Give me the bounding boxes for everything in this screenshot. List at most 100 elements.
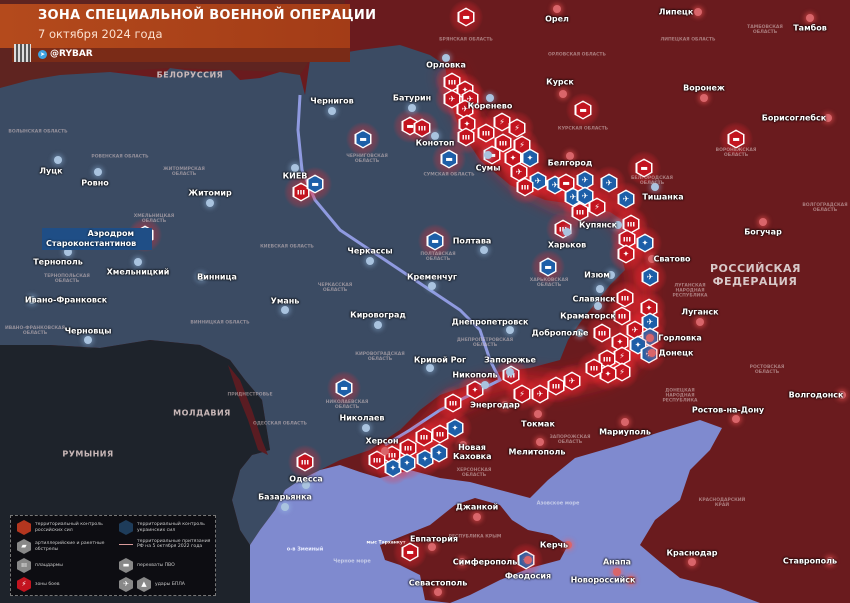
russian-event-marker[interactable]: ııı [443, 72, 461, 92]
russian-event-marker[interactable]: ✦ [599, 364, 617, 384]
russian-event-marker[interactable]: ✦ [458, 114, 476, 134]
artillery-icon: ▬ [442, 151, 456, 167]
ukrainian-event-marker[interactable]: ✦ [521, 148, 539, 168]
region-label: ВОЛГОГРАДСКАЯ ОБЛАСТЬ [802, 203, 848, 213]
bridgehead-icon: ııı [624, 216, 638, 232]
russian-event-marker[interactable]: ▬ [574, 100, 592, 120]
russian-event-marker[interactable]: ııı [516, 177, 534, 197]
city-marker-icon [536, 438, 544, 446]
city-marker-icon [694, 8, 702, 16]
russian-event-marker[interactable]: ⚡ [588, 197, 606, 217]
russian-event-marker[interactable]: ııı [618, 229, 636, 249]
russian-event-marker[interactable]: ııı [494, 133, 512, 153]
russian-event-marker[interactable]: ✈ [531, 384, 549, 404]
ukrainian-event-marker[interactable]: ▬ [440, 149, 458, 169]
artillery-icon: ▬ [576, 102, 590, 118]
russian-event-marker[interactable]: ııı [616, 288, 634, 308]
legend-ru-control: территориальный контроль российских сил [35, 522, 103, 533]
russian-event-marker[interactable]: ııı [413, 118, 431, 138]
city-marker-icon [458, 558, 466, 566]
region-label: ОДЕССКАЯ ОБЛАСТЬ [253, 421, 307, 427]
city-label: Кривой Рог [413, 355, 467, 365]
russian-event-marker[interactable]: ııı [571, 202, 589, 222]
region-label: ВИННИЦКАЯ ОБЛАСТЬ [190, 320, 250, 326]
transnistria [228, 365, 268, 455]
country-label-russia: РОССИЙСКАЯ ФЕДЕРАЦИЯ [710, 262, 802, 288]
ukrainian-event-marker[interactable]: ✦ [636, 233, 654, 253]
ukrainian-event-marker[interactable]: ✈ [600, 173, 618, 193]
russian-event-marker[interactable]: ııı [585, 358, 603, 378]
ukrainian-event-marker[interactable]: ▬ [335, 378, 353, 398]
ukrainian-event-marker[interactable]: ✦ [384, 458, 402, 478]
russian-event-marker[interactable]: ııı [622, 214, 640, 234]
russian-event-marker[interactable]: ⚡ [513, 384, 531, 404]
ukrainian-event-marker[interactable]: ✦ [430, 443, 448, 463]
russian-event-marker[interactable]: ııı [598, 349, 616, 369]
city-marker-icon [281, 306, 289, 314]
channel-handle[interactable]: @RYBAR [50, 49, 93, 59]
drone-icon: ✈ [119, 577, 133, 592]
russian-event-marker[interactable]: ✦ [617, 244, 635, 264]
ukrainian-event-marker[interactable]: ✈ [617, 189, 635, 209]
russian-event-marker[interactable]: ✦ [611, 332, 629, 352]
city-label: Орловка [426, 60, 466, 70]
ukrainian-event-marker[interactable]: ✈ [529, 171, 547, 191]
russian-event-marker[interactable]: ✈ [510, 162, 528, 182]
claims-line-swatch [119, 543, 133, 545]
uav-icon: ✦ [638, 235, 652, 251]
russian-event-marker[interactable]: ııı [477, 123, 495, 143]
russian-event-marker[interactable]: ✦ [504, 148, 522, 168]
russian-event-marker[interactable]: ⚡ [508, 118, 526, 138]
bridgehead-icon: ııı [518, 179, 532, 195]
russian-event-marker[interactable]: ııı [296, 452, 314, 472]
russian-event-marker[interactable]: ııı [547, 376, 565, 396]
russian-event-marker[interactable]: ▬ [401, 542, 419, 562]
ukrainian-event-marker[interactable]: ▬ [306, 174, 324, 194]
russian-event-marker[interactable]: ✦ [466, 380, 484, 400]
ukrainian-event-marker[interactable]: ▬ [539, 257, 557, 277]
ukrainian-event-marker[interactable]: ✈ [576, 170, 594, 190]
russian-event-marker[interactable]: ııı [457, 127, 475, 147]
ukrainian-event-marker[interactable]: ✦ [398, 453, 416, 473]
russian-event-marker[interactable]: ▬ [635, 158, 653, 178]
bridgehead-icon: ııı [549, 378, 563, 394]
russian-event-marker[interactable]: ▬ [457, 7, 475, 27]
russian-event-marker[interactable]: ııı [368, 450, 386, 470]
city-marker-icon [553, 5, 561, 13]
russian-event-marker[interactable]: ⚡ [493, 112, 511, 132]
russian-event-marker[interactable]: ııı [613, 306, 631, 326]
city-label: Керчь [539, 540, 569, 550]
city-marker-icon [428, 282, 436, 290]
city-marker-icon [206, 199, 214, 207]
city-marker-icon [501, 401, 509, 409]
russian-event-marker[interactable]: ✦ [640, 298, 658, 318]
ukrainian-event-marker[interactable]: ✦ [416, 449, 434, 469]
drone-icon: ✈ [565, 373, 579, 389]
drone-icon: ✈ [643, 269, 657, 285]
city-marker-icon [506, 368, 514, 376]
ukrainian-event-marker[interactable]: ✈ [641, 312, 659, 332]
russian-event-marker[interactable]: ✈ [626, 320, 644, 340]
ukrainian-event-marker[interactable]: ✈ [641, 267, 659, 287]
ukrainian-event-marker[interactable]: ✈ [576, 186, 594, 206]
russian-event-marker[interactable]: ııı [415, 427, 433, 447]
russian-event-marker[interactable]: ııı [431, 424, 449, 444]
russian-event-marker[interactable]: ⚡ [513, 135, 531, 155]
russian-event-marker[interactable]: ⚡ [613, 362, 631, 382]
russian-event-marker[interactable]: ııı [292, 182, 310, 202]
russian-event-marker[interactable]: ▬ [727, 129, 745, 149]
russian-event-marker[interactable]: ııı [444, 393, 462, 413]
ukrainian-event-marker[interactable]: ▬ [354, 129, 372, 149]
russian-event-marker[interactable]: ▬ [557, 173, 575, 193]
russian-event-marker[interactable]: ✈ [563, 371, 581, 391]
ukrainian-event-marker[interactable]: ✦ [446, 418, 464, 438]
ukrainian-event-marker[interactable]: ▬ [426, 231, 444, 251]
city-label: Батурин [392, 93, 432, 103]
russian-event-marker[interactable]: ııı [399, 438, 417, 458]
region-label: ДНЕПРОПЕТРОВСКАЯ ОБЛАСТЬ [456, 338, 514, 348]
russian-event-marker[interactable]: ✈ [443, 89, 461, 109]
russian-event-marker[interactable]: ⚡ [613, 346, 631, 366]
russian-event-marker[interactable]: ııı [593, 323, 611, 343]
russian-event-marker[interactable]: ✈ [456, 99, 474, 119]
